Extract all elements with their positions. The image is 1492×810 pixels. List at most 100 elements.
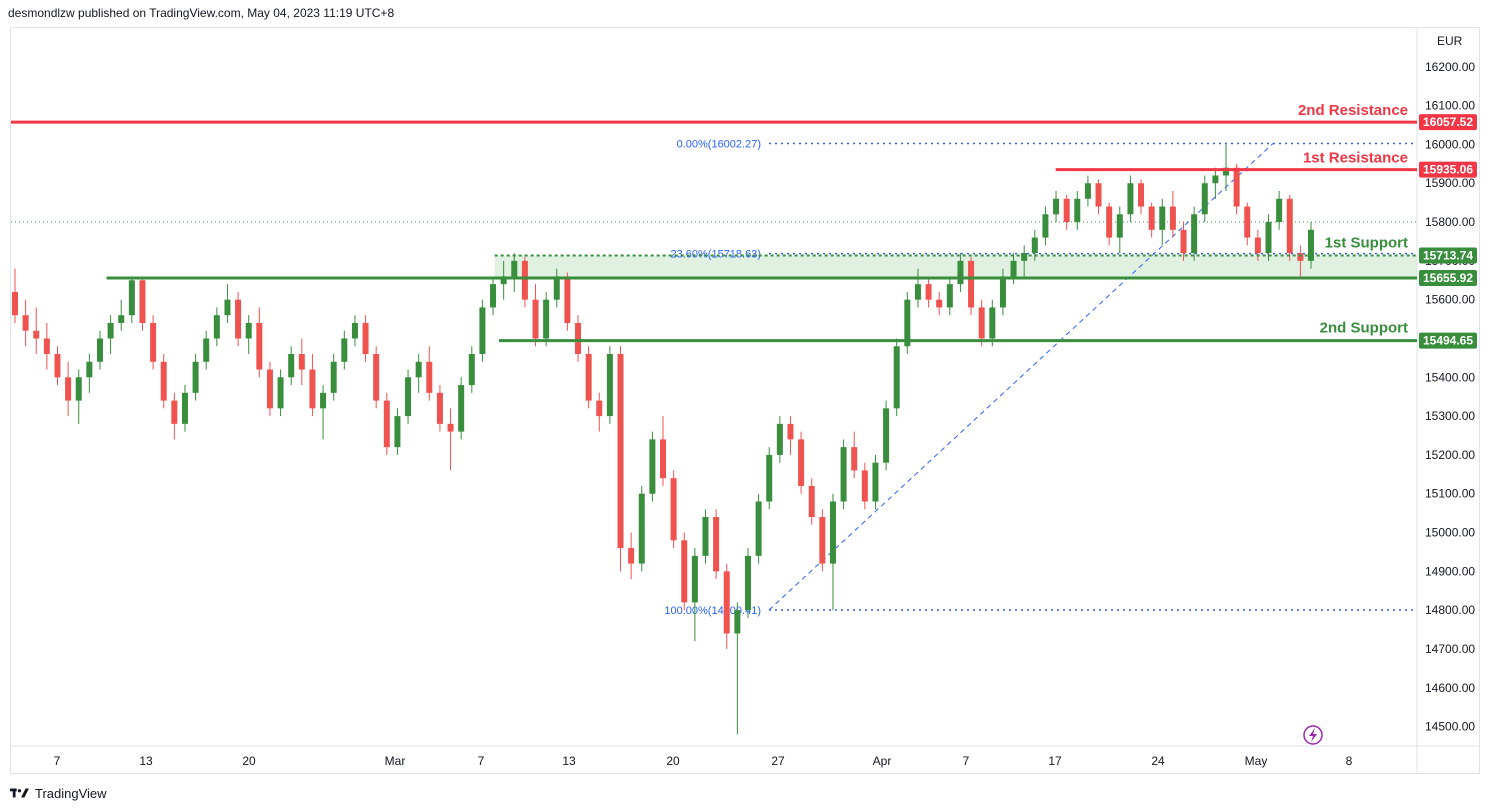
candle-body — [840, 447, 847, 502]
candle-body — [1106, 206, 1113, 238]
x-tick-label: May — [1245, 754, 1268, 768]
candle-body — [224, 299, 231, 316]
candle-body — [1191, 214, 1198, 254]
level-name-label: 2nd Support — [1320, 320, 1408, 337]
candle-body — [330, 361, 337, 393]
candle-body — [426, 361, 433, 393]
price-tag-label: 15655.92 — [1423, 271, 1473, 285]
x-tick-label: 13 — [139, 754, 153, 768]
candle-body — [702, 517, 709, 556]
y-tick-label: 15800.00 — [1425, 215, 1475, 229]
x-tick-label: 20 — [242, 754, 256, 768]
candle-body — [65, 377, 72, 401]
candle-body — [1053, 198, 1060, 215]
candle-body — [235, 299, 242, 339]
candle-body — [861, 470, 868, 502]
y-tick-label: 15300.00 — [1425, 409, 1475, 423]
price-tag-label: 15935.06 — [1423, 163, 1473, 177]
candle-body — [617, 354, 624, 549]
x-tick-label: 27 — [771, 754, 785, 768]
candle-body — [744, 555, 751, 611]
candle-body — [1074, 198, 1081, 223]
y-tick-label: 14700.00 — [1425, 642, 1475, 656]
candle-body — [904, 299, 911, 347]
candle-body — [723, 571, 730, 634]
y-tick-label: 15000.00 — [1425, 526, 1475, 540]
x-tick-label: 7 — [478, 754, 485, 768]
candle-body — [1297, 253, 1304, 261]
y-tick-label: 14800.00 — [1425, 603, 1475, 617]
level-name-label: 1st Resistance — [1303, 150, 1408, 167]
candle-body — [1063, 198, 1070, 223]
candle-body — [22, 315, 29, 331]
candle-body — [405, 377, 412, 417]
candle-body — [128, 280, 135, 316]
candle-body — [86, 361, 93, 378]
candle-body — [1010, 260, 1017, 277]
candle-body — [649, 439, 656, 494]
candle-body — [320, 392, 327, 409]
y-tick-label: 15900.00 — [1425, 176, 1475, 190]
candle-body — [511, 260, 518, 277]
chart-frame[interactable]: EUR 14500.00 14600.00 14700.00 14800.00 14900… — [10, 27, 1480, 774]
candle-body — [946, 284, 953, 308]
candle-body — [978, 307, 985, 339]
x-tick-label: Mar — [385, 754, 406, 768]
candle-body — [1159, 206, 1166, 230]
fib-level-label: 0.00%(16002.27) — [677, 139, 761, 151]
candle-body — [1223, 167, 1230, 176]
candle-body — [553, 276, 560, 300]
candle-body — [638, 493, 645, 564]
candle-body — [256, 322, 263, 370]
y-tick-label: 16200.00 — [1425, 60, 1475, 74]
candle-body — [351, 322, 358, 339]
tradingview-logo-icon — [10, 788, 29, 798]
price-tag — [1419, 332, 1477, 349]
candle-body — [341, 338, 348, 362]
candle-body — [734, 610, 741, 634]
candle-body — [883, 408, 890, 463]
candle-body — [490, 284, 497, 308]
candle-body — [203, 338, 210, 362]
candle-body — [691, 555, 698, 603]
candle-body — [1148, 206, 1155, 230]
candle-body — [181, 392, 188, 424]
x-tick-label: Apr — [873, 754, 892, 768]
candle-body — [150, 322, 157, 362]
y-tick-label: 15200.00 — [1425, 448, 1475, 462]
x-tick-label: 7 — [963, 754, 970, 768]
candle-body — [532, 299, 539, 339]
candlestick-chart[interactable]: EUR 14500.00 14600.00 14700.00 14800.00 14900… — [11, 28, 1479, 773]
candle-body — [298, 354, 305, 370]
price-tag-label: 16057.52 — [1423, 115, 1473, 129]
candle-body — [12, 291, 18, 316]
candle-body — [383, 400, 390, 448]
price-tag — [1419, 247, 1477, 264]
y-tick-label: 14900.00 — [1425, 564, 1475, 578]
candle-body — [468, 354, 475, 386]
candle-body — [1244, 206, 1251, 238]
candle-body — [245, 322, 252, 339]
candle-body — [479, 307, 486, 355]
candle-body — [1127, 183, 1134, 215]
candle-body — [171, 400, 178, 424]
fib-level-label: 23.60%(15718.63) — [670, 249, 761, 261]
candle-body — [1201, 183, 1208, 215]
y-tick-label: 14500.00 — [1425, 720, 1475, 734]
candle-body — [43, 338, 50, 355]
level-name-label: 1st Support — [1325, 235, 1408, 252]
candle-body — [606, 354, 613, 417]
candle-body — [1265, 222, 1272, 254]
candle-body — [288, 354, 295, 378]
price-tag-label: 15713.74 — [1423, 249, 1473, 263]
x-tick-label: 17 — [1048, 754, 1062, 768]
candle-body — [670, 478, 677, 541]
footer: TradingView — [10, 784, 107, 802]
candle-body — [1254, 237, 1261, 254]
candle-body — [415, 361, 422, 378]
candle-body — [458, 385, 465, 432]
candle-body — [628, 548, 635, 564]
candle-body — [968, 260, 975, 308]
candle-body — [1138, 183, 1145, 207]
candle-body — [893, 346, 900, 409]
